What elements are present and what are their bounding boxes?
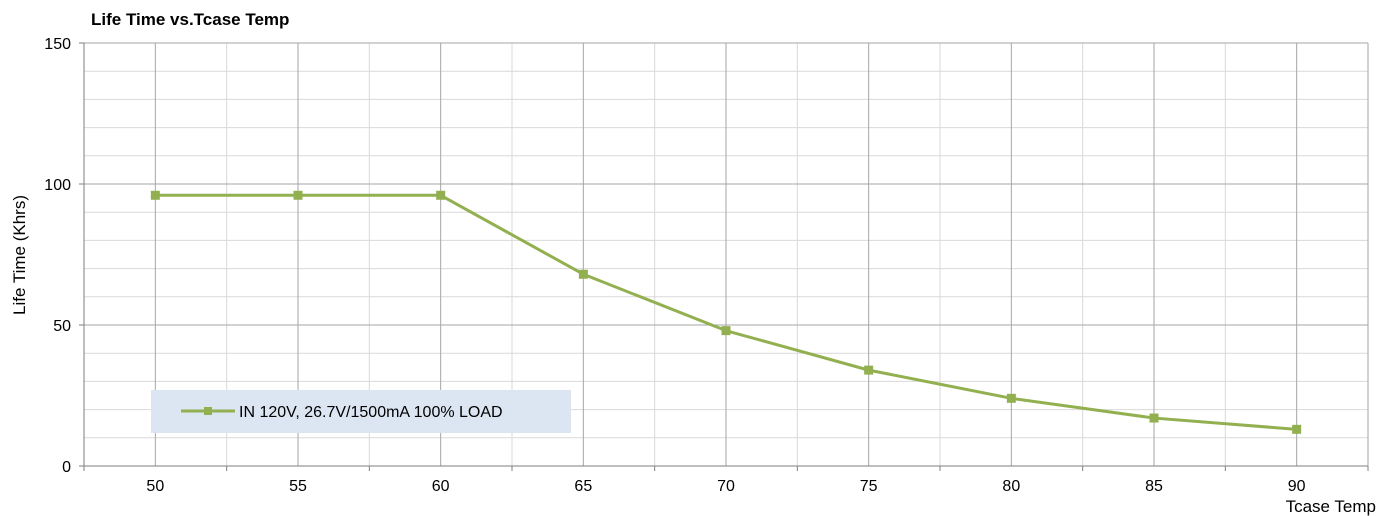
data-point-marker <box>721 326 731 336</box>
data-point-marker <box>293 190 303 200</box>
data-point-marker <box>1149 413 1159 423</box>
x-tick-label: 55 <box>289 478 307 495</box>
y-tick-label: 150 <box>44 36 71 53</box>
x-tick-label: 80 <box>1002 478 1020 495</box>
data-point-marker <box>1292 424 1302 434</box>
data-point-marker <box>1006 393 1016 403</box>
legend-entry-label: IN 120V, 26.7V/1500mA 100% LOAD <box>239 404 503 421</box>
x-tick-label: 65 <box>574 478 592 495</box>
y-tick-label: 0 <box>62 459 71 476</box>
x-tick-label: 50 <box>146 478 164 495</box>
series-group <box>150 190 1302 434</box>
legend-square-marker <box>204 407 212 415</box>
x-tick-label: 90 <box>1288 478 1306 495</box>
data-point-marker <box>578 269 588 279</box>
y-axis-label: Life Time (Khrs) <box>10 195 29 315</box>
y-tick-label: 100 <box>44 177 71 194</box>
data-point-marker <box>150 190 160 200</box>
data-point-marker <box>864 365 874 375</box>
x-axis-label: Tcase Temp <box>1286 497 1376 516</box>
x-tick-label: 85 <box>1145 478 1163 495</box>
y-tick-label: 50 <box>53 318 71 335</box>
data-point-marker <box>436 190 446 200</box>
tick-labels: 0 50 100 150 50 55 60 65 70 75 80 85 90 <box>44 36 1305 495</box>
axes <box>79 42 1369 471</box>
x-tick-label: 70 <box>717 478 735 495</box>
chart-title: Life Time vs.Tcase Temp <box>91 10 289 29</box>
x-tick-label: 75 <box>860 478 878 495</box>
major-gridlines <box>84 42 1369 466</box>
x-tick-label: 60 <box>432 478 450 495</box>
legend: IN 120V, 26.7V/1500mA 100% LOAD <box>151 390 571 433</box>
